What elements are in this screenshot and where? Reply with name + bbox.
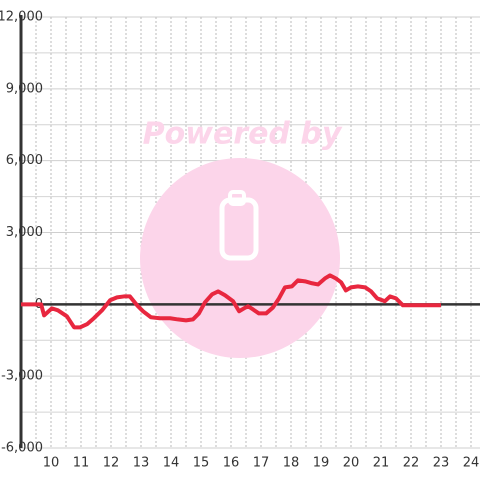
x-tick-label: 18 [283,456,300,471]
y-tick-label: -6,000 [1,441,43,456]
watermark-text: Powered by [143,117,343,152]
x-tick-label: 24 [463,456,480,471]
y-tick-label: 6,000 [6,153,43,168]
x-tick-label: 22 [403,456,420,471]
x-tick-label: 10 [43,456,60,471]
data-line [21,273,441,330]
x-tick-label: 12 [103,456,120,471]
y-tick-label: 3,000 [6,225,43,240]
y-tick-label: -3,000 [1,369,43,384]
x-tick-label: 15 [193,456,210,471]
x-tick-label: 23 [433,456,450,471]
x-tick-label: 19 [313,456,330,471]
x-tick-label: 14 [163,456,180,471]
x-tick-label: 21 [373,456,390,471]
y-tick-label: 12,000 [0,10,43,25]
x-tick-label: 16 [223,456,240,471]
x-tick-label: 17 [253,456,270,471]
x-tick-label: 13 [133,456,150,471]
watermark-logo [140,158,340,358]
x-tick-label: 20 [343,456,360,471]
y-tick-label: 9,000 [6,81,43,96]
x-tick-label: 11 [73,456,90,471]
